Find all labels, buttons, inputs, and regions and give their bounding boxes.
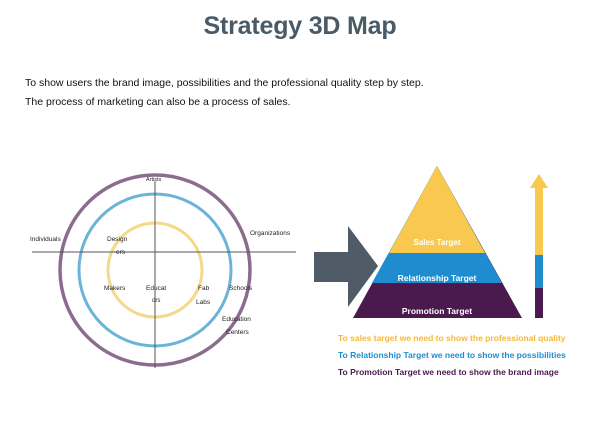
progress-arrow-sales-segment	[535, 187, 543, 255]
label-artists: Artists	[146, 177, 162, 183]
arrow-up-icon	[530, 174, 548, 188]
pyramid-sales-level	[389, 166, 485, 253]
legend-sales: To sales target we need to show the prof…	[338, 333, 566, 343]
pyramid-sales-label: Sales Target	[414, 238, 461, 247]
label-centers: Centers	[226, 329, 250, 336]
label-labs: Labs	[196, 299, 211, 306]
legend-relationship: To Relationship Target we need to show t…	[338, 350, 566, 360]
intro-line-2: The process of marketing can also be a p…	[25, 96, 291, 108]
label-educat: Educat	[146, 285, 166, 292]
progress-arrow-promotion-segment	[535, 288, 543, 318]
arrow-right-icon	[314, 226, 378, 307]
label-fab: Fab	[198, 285, 210, 292]
page-title: Strategy 3D Map	[203, 12, 397, 40]
pyramid-promotion-label: Promotion Target	[402, 306, 472, 316]
target-pyramid: Sales Target Relationship Target Promoti…	[353, 166, 522, 318]
label-design: Design	[107, 236, 128, 243]
label-ers: ers	[116, 249, 126, 256]
legend-promotion: To Promotion Target we need to show the …	[338, 367, 559, 377]
label-makers: Makers	[104, 285, 126, 292]
label-schools: Schools	[229, 285, 253, 292]
circle-map: Artists Individuals Organizations Design…	[30, 173, 296, 368]
progress-arrow	[530, 174, 548, 318]
pyramid-relationship-label: Relationship Target	[398, 273, 477, 283]
progress-arrow-relationship-segment	[535, 255, 543, 288]
label-organizations: Organizations	[250, 230, 291, 237]
label-ors: ors	[152, 298, 160, 304]
label-individuals: Individuals	[30, 236, 61, 243]
label-education: Education	[222, 316, 251, 323]
intro-line-1: To show users the brand image, possibili…	[25, 77, 424, 89]
